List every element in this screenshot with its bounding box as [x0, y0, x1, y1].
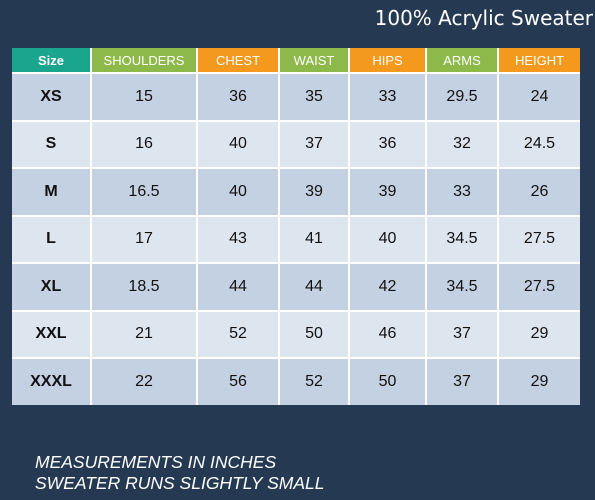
height-cell: 29	[497, 357, 580, 405]
size-cell: XL	[12, 262, 91, 311]
shoulders-cell: 16.5	[90, 167, 197, 216]
arms-cell: 32	[425, 119, 498, 168]
waist-cell: 39	[278, 167, 349, 216]
chest-cell: 36	[196, 72, 279, 121]
header-height: HEIGHT	[497, 48, 580, 73]
waist-cell: 35	[278, 72, 349, 121]
height-cell: 27.5	[497, 262, 580, 311]
chest-cell: 56	[196, 357, 279, 405]
size-cell: XXXL	[12, 357, 91, 405]
arms-cell: 34.5	[425, 262, 498, 311]
size-table: Size SHOULDERS CHEST WAIST HIPS ARMS HEI…	[12, 48, 580, 405]
arms-cell: 37	[425, 357, 498, 405]
waist-cell: 52	[278, 357, 349, 405]
size-cell: M	[12, 167, 91, 216]
height-cell: 24.5	[497, 119, 580, 168]
height-cell: 27.5	[497, 214, 580, 263]
page-title: 100% Acrylic Sweater	[374, 6, 593, 30]
size-cell: XXL	[12, 309, 91, 358]
header-shoulders: SHOULDERS	[90, 48, 197, 73]
table-row: S 16 40 37 36 32 24.5	[12, 119, 580, 168]
header-row: Size SHOULDERS CHEST WAIST HIPS ARMS HEI…	[12, 48, 580, 73]
waist-cell: 37	[278, 119, 349, 168]
header-waist: WAIST	[278, 48, 349, 73]
shoulders-cell: 18.5	[90, 262, 197, 311]
table-row: XL 18.5 44 44 42 34.5 27.5	[12, 262, 580, 311]
table-row: XS 15 36 35 33 29.5 24	[12, 72, 580, 121]
chest-cell: 43	[196, 214, 279, 263]
waist-cell: 50	[278, 309, 349, 358]
table-row: M 16.5 40 39 39 33 26	[12, 167, 580, 216]
size-rows: XS 15 36 35 33 29.5 24 S 16 40 37 36 32 …	[12, 72, 580, 405]
arms-cell: 29.5	[425, 72, 498, 121]
table-row: XXL 21 52 50 46 37 29	[12, 309, 580, 358]
waist-cell: 44	[278, 262, 349, 311]
arms-cell: 33	[425, 167, 498, 216]
size-cell: S	[12, 119, 91, 168]
hips-cell: 46	[348, 309, 426, 358]
header-arms: ARMS	[425, 48, 498, 73]
header-size: Size	[12, 48, 91, 73]
arms-cell: 37	[425, 309, 498, 358]
shoulders-cell: 21	[90, 309, 197, 358]
hips-cell: 36	[348, 119, 426, 168]
size-cell: L	[12, 214, 91, 263]
hips-cell: 33	[348, 72, 426, 121]
header-hips: HIPS	[348, 48, 426, 73]
shoulders-cell: 17	[90, 214, 197, 263]
chest-cell: 40	[196, 167, 279, 216]
size-chart: Size SHOULDERS CHEST WAIST HIPS ARMS HEI…	[12, 48, 580, 405]
shoulders-cell: 15	[90, 72, 197, 121]
hips-cell: 40	[348, 214, 426, 263]
table-row: L 17 43 41 40 34.5 27.5	[12, 214, 580, 263]
arms-cell: 34.5	[425, 214, 498, 263]
chest-cell: 52	[196, 309, 279, 358]
chest-cell: 44	[196, 262, 279, 311]
hips-cell: 50	[348, 357, 426, 405]
chest-cell: 40	[196, 119, 279, 168]
header-chest: CHEST	[196, 48, 279, 73]
height-cell: 29	[497, 309, 580, 358]
height-cell: 26	[497, 167, 580, 216]
note-units: MEASUREMENTS IN INCHES	[35, 452, 277, 472]
measurement-notes: MEASUREMENTS IN INCHES SWEATER RUNS SLIG…	[35, 452, 325, 494]
size-cell: XS	[12, 72, 91, 121]
shoulders-cell: 16	[90, 119, 197, 168]
waist-cell: 41	[278, 214, 349, 263]
hips-cell: 42	[348, 262, 426, 311]
hips-cell: 39	[348, 167, 426, 216]
note-fit: SWEATER RUNS SLIGHTLY SMALL	[35, 473, 325, 493]
height-cell: 24	[497, 72, 580, 121]
table-row: XXXL 22 56 52 50 37 29	[12, 357, 580, 405]
shoulders-cell: 22	[90, 357, 197, 405]
